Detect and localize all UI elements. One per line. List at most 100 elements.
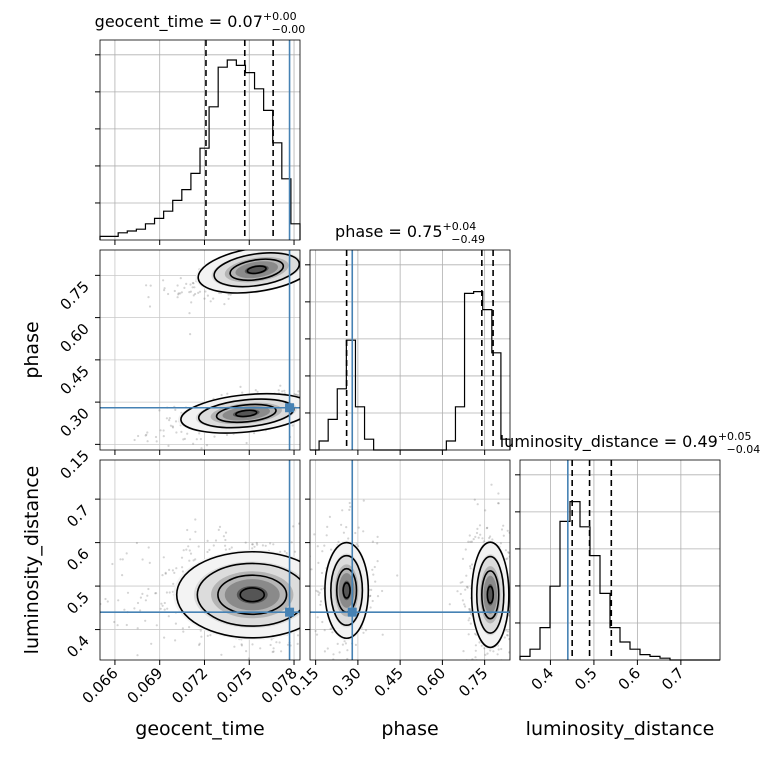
sample-point	[469, 565, 472, 568]
sample-point	[135, 541, 138, 545]
contour-line	[215, 403, 277, 424]
sample-point	[312, 240, 314, 242]
sample-point	[174, 420, 178, 423]
sample-point	[498, 668, 500, 670]
sample-point	[126, 591, 130, 594]
sample-point	[354, 643, 357, 647]
contour-line	[175, 550, 300, 639]
sample-point	[203, 297, 206, 300]
sample-point	[315, 589, 318, 592]
sample-point	[171, 590, 174, 593]
sample-point	[226, 392, 229, 395]
sample-point	[239, 385, 242, 388]
sample-point	[305, 576, 307, 578]
sample-point	[141, 592, 144, 596]
sample-point	[325, 534, 328, 537]
sample-point	[116, 624, 119, 627]
panel-frame	[99, 249, 301, 451]
sample-point	[320, 588, 323, 591]
x-axis-label-luminosity_distance: luminosity_distance	[526, 718, 715, 740]
sample-point	[117, 599, 120, 602]
sample-point	[177, 292, 180, 295]
sample-point	[485, 527, 488, 530]
sample-point	[333, 246, 335, 248]
sample-point	[218, 661, 220, 663]
sample-point	[333, 670, 335, 672]
sample-point	[280, 246, 282, 248]
sample-point	[513, 636, 515, 638]
sample-point	[283, 389, 286, 392]
sample-point	[376, 542, 379, 545]
sample-point	[362, 499, 365, 502]
sample-point	[189, 538, 192, 541]
y-tick-label: 0.5	[63, 588, 93, 618]
sample-point	[355, 543, 358, 546]
sample-point	[188, 549, 191, 552]
sample-point	[323, 629, 326, 632]
sample-point	[245, 650, 248, 653]
sample-point	[506, 529, 509, 532]
sample-point	[113, 620, 116, 624]
sample-point	[192, 294, 195, 297]
sample-point	[486, 652, 489, 655]
panel-content	[310, 460, 519, 672]
sample-point	[517, 613, 519, 615]
sample-point	[163, 287, 166, 290]
sample-point	[502, 534, 505, 537]
sample-point	[209, 634, 212, 637]
sample-point	[502, 524, 505, 527]
sample-point	[175, 567, 178, 570]
sample-point	[362, 530, 365, 533]
sample-point	[82, 308, 84, 310]
sample-point	[165, 663, 167, 665]
sample-point	[326, 525, 329, 529]
sample-point	[371, 568, 374, 571]
sample-point	[269, 643, 272, 647]
sample-point	[276, 247, 278, 249]
sample-point	[505, 558, 508, 561]
contour-line	[213, 252, 300, 288]
sample-point	[149, 284, 152, 287]
sample-point	[355, 241, 357, 243]
sample-point	[119, 558, 122, 561]
sample-point	[376, 560, 379, 563]
sample-point	[198, 432, 201, 435]
sample-point	[198, 290, 202, 293]
sample-point	[233, 645, 236, 648]
sample-point	[306, 556, 308, 558]
sample-point	[251, 547, 254, 550]
sample-point	[482, 540, 485, 543]
y-tick-label: 0.30	[56, 404, 92, 440]
sample-point	[275, 641, 278, 644]
sample-point	[472, 538, 475, 541]
sample-point	[320, 571, 324, 575]
sample-point	[301, 634, 303, 636]
sample-point	[323, 240, 325, 242]
sample-point	[314, 629, 317, 633]
sample-point	[295, 393, 298, 396]
hist-step	[99, 59, 301, 240]
y-tick-label: 0.60	[56, 320, 92, 356]
sample-point	[319, 600, 323, 603]
sample-point	[286, 247, 288, 249]
title-sub: −0.04	[727, 443, 760, 456]
sample-point	[348, 501, 351, 505]
sample-point	[476, 527, 479, 531]
sample-point	[195, 438, 198, 441]
sample-point	[146, 440, 149, 443]
contour-line	[229, 258, 285, 282]
sample-point	[317, 593, 320, 597]
sample-point	[306, 563, 308, 565]
sample-point	[468, 608, 472, 611]
sample-point	[303, 419, 305, 421]
sample-point	[244, 541, 247, 544]
sample-point	[506, 634, 509, 637]
sample-point	[317, 561, 320, 565]
sample-point	[506, 666, 508, 668]
panel-content	[82, 240, 357, 450]
sample-point	[224, 538, 227, 542]
sample-point	[467, 633, 470, 636]
sample-point	[194, 530, 197, 533]
sample-point	[302, 594, 304, 596]
panel-content	[100, 460, 308, 665]
